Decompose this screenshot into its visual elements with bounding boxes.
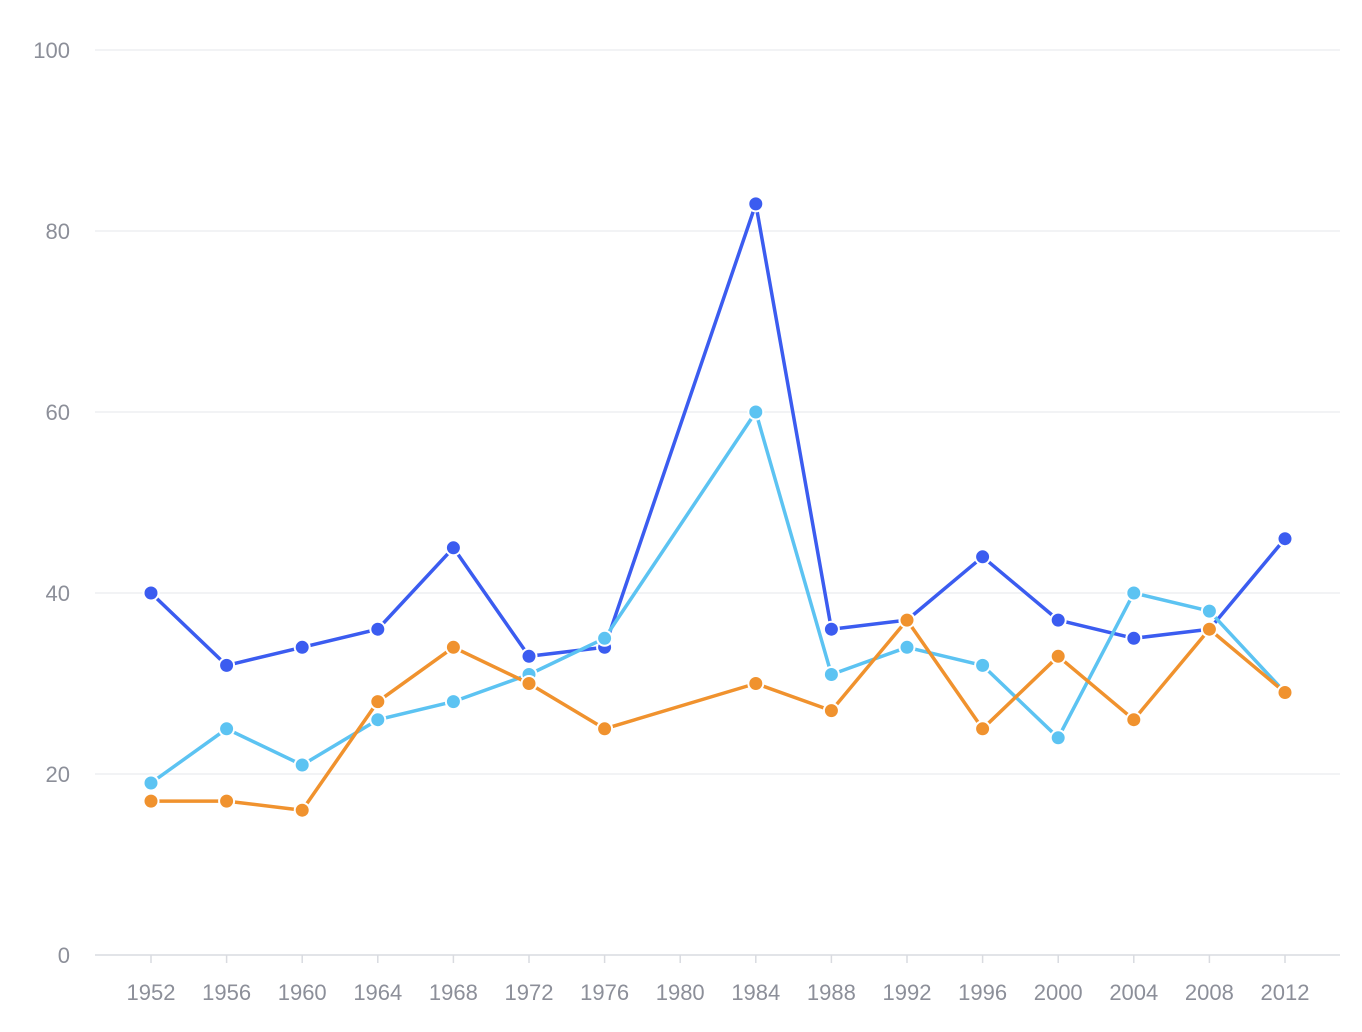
data-point[interactable] — [444, 539, 462, 557]
x-tick-label: 1980 — [656, 980, 705, 1005]
data-point[interactable] — [218, 720, 236, 738]
data-point[interactable] — [520, 647, 538, 665]
x-tick-label: 1988 — [807, 980, 856, 1005]
data-point[interactable] — [520, 675, 538, 692]
data-point[interactable] — [1200, 602, 1218, 620]
data-point[interactable] — [1125, 584, 1143, 602]
data-point[interactable] — [369, 711, 387, 729]
data-point[interactable] — [898, 611, 916, 629]
y-tick-label: 40 — [46, 581, 70, 606]
series-line — [149, 202, 1287, 668]
data-point[interactable] — [974, 720, 992, 738]
y-tick-label: 0 — [58, 943, 70, 968]
x-tick-label: 1972 — [505, 980, 554, 1005]
x-axis: 1952 1956 1960 1964 1968 1972 1976 1980 1984 1988… — [95, 954, 1340, 1005]
x-tick-label: 1968 — [429, 980, 478, 1005]
data-point[interactable] — [444, 638, 462, 656]
data-point[interactable] — [1049, 611, 1067, 629]
data-point[interactable] — [369, 693, 387, 711]
x-tick-label: 1992 — [883, 980, 932, 1005]
data-point[interactable] — [1125, 629, 1143, 647]
y-tick-label: 20 — [46, 762, 70, 787]
grid-layer — [95, 49, 1340, 775]
data-point[interactable] — [822, 702, 840, 720]
y-tick-label: 100 — [33, 38, 70, 63]
data-point[interactable] — [898, 638, 916, 656]
data-point[interactable] — [293, 801, 311, 819]
data-point[interactable] — [1125, 711, 1143, 729]
x-tick-label: 2008 — [1185, 980, 1234, 1005]
data-point[interactable] — [142, 792, 160, 810]
x-tick-label: 1976 — [580, 980, 629, 1005]
x-tick-label: 1996 — [958, 980, 1007, 1005]
y-axis: 0 20 40 60 80 100 — [33, 38, 70, 968]
x-tick-label: 1952 — [127, 980, 176, 1005]
data-point[interactable] — [142, 774, 160, 792]
data-point[interactable] — [293, 756, 311, 774]
x-tick-label: 1964 — [353, 980, 402, 1005]
data-point[interactable] — [444, 693, 462, 711]
data-point[interactable] — [596, 629, 614, 647]
series-1 — [142, 195, 1294, 674]
data-point[interactable] — [218, 656, 236, 674]
data-point[interactable] — [1276, 684, 1294, 701]
data-point[interactable] — [1049, 729, 1067, 747]
data-point[interactable] — [218, 792, 236, 810]
data-point[interactable] — [1200, 620, 1218, 638]
series-layer — [142, 195, 1294, 819]
data-point[interactable] — [747, 195, 765, 213]
data-point[interactable] — [142, 584, 160, 602]
data-point[interactable] — [1276, 530, 1294, 548]
series-3 — [142, 611, 1294, 819]
data-point[interactable] — [1049, 647, 1067, 665]
data-point[interactable] — [369, 620, 387, 638]
data-point[interactable] — [293, 638, 311, 656]
series-line — [149, 618, 1287, 812]
x-tick-label: 2004 — [1109, 980, 1158, 1005]
data-point[interactable] — [822, 666, 840, 683]
x-tick-label: 1960 — [278, 980, 327, 1005]
data-point[interactable] — [596, 720, 614, 738]
data-point[interactable] — [974, 656, 992, 674]
data-point[interactable] — [747, 403, 765, 421]
x-tick-label: 1984 — [731, 980, 780, 1005]
data-point[interactable] — [974, 548, 992, 566]
x-tick-label: 1956 — [202, 980, 251, 1005]
data-point[interactable] — [747, 675, 765, 692]
y-tick-label: 60 — [46, 400, 70, 425]
x-tick-label: 2000 — [1034, 980, 1083, 1005]
series-2 — [142, 403, 1294, 792]
x-tick-label: 2012 — [1261, 980, 1310, 1005]
y-tick-label: 80 — [46, 219, 70, 244]
series-line — [149, 410, 1287, 785]
data-point[interactable] — [822, 620, 840, 638]
